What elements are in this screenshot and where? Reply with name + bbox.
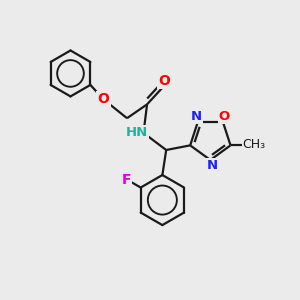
Text: O: O	[98, 92, 110, 106]
Text: F: F	[122, 173, 131, 187]
Text: O: O	[158, 74, 170, 88]
Text: O: O	[219, 110, 230, 123]
Text: CH₃: CH₃	[242, 138, 266, 151]
Text: HN: HN	[126, 126, 148, 140]
Text: N: N	[191, 110, 202, 123]
Text: N: N	[206, 159, 218, 172]
